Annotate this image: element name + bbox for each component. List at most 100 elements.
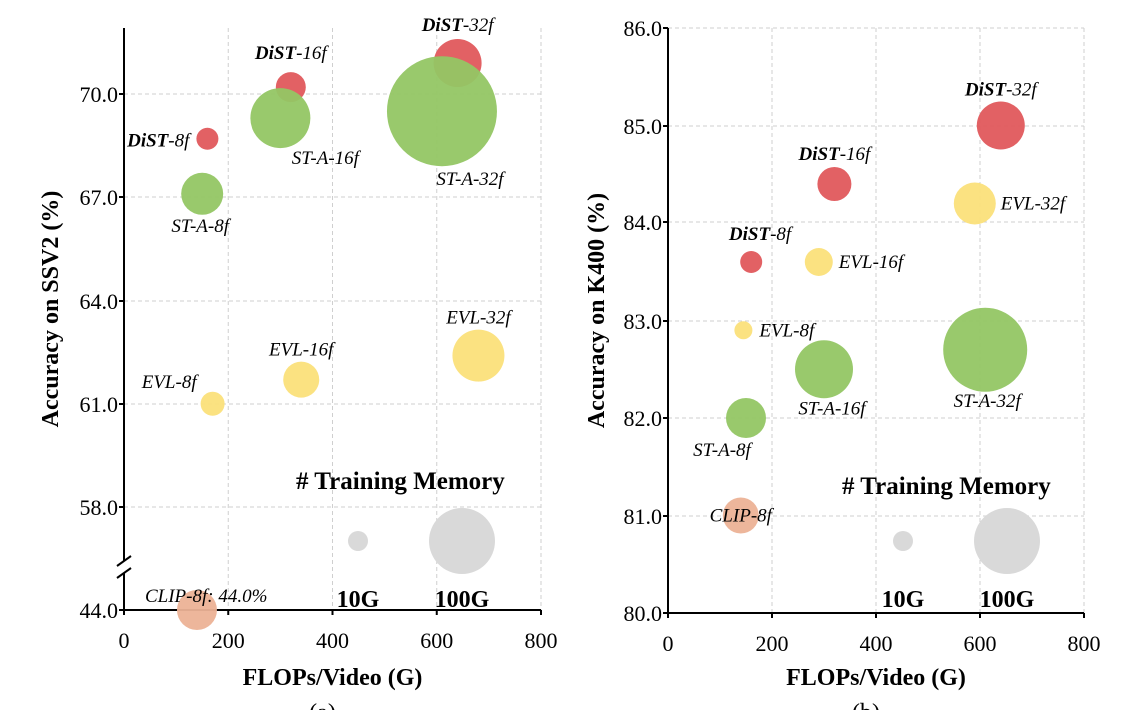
point-label: DiST-32f: [964, 80, 1040, 101]
legend-title: # Training Memory: [842, 473, 1051, 500]
point-label: EVL-16f: [838, 252, 906, 273]
point-label-variant: ST-A-8f: [171, 216, 231, 237]
bubble-evl: [452, 329, 505, 382]
bubble-evl: [953, 182, 996, 225]
chart-caption: (b): [852, 700, 880, 710]
y-tick-label: 86.0: [624, 16, 663, 41]
point-label-variant: -32f: [463, 15, 496, 36]
legend-bubble-large: [974, 508, 1040, 574]
legend-title: # Training Memory: [296, 468, 505, 495]
point-label: EVL-32f: [1000, 194, 1068, 215]
bubble-dist: [817, 167, 852, 201]
point-label: ST-A-32f: [954, 391, 1024, 412]
point-label-variant: EVL-16f: [838, 252, 906, 273]
x-tick-label: 600: [964, 631, 997, 656]
point-label: DiST-16f: [254, 43, 330, 64]
point-label-variant: EVL-8f: [758, 320, 817, 341]
point-label-variant: ST-A-8f: [693, 440, 753, 461]
bubble-evl: [734, 321, 753, 340]
y-tick-label: 58.0: [80, 495, 119, 520]
legend-label-large: 100G: [980, 587, 1035, 613]
y-tick-label: 61.0: [80, 392, 119, 417]
point-label-variant: ST-A-32f: [954, 391, 1024, 412]
bubble-evl: [804, 248, 833, 276]
point-label-variant: CLIP-8f: 44.0%: [145, 586, 267, 607]
axis-break-mark: [116, 567, 132, 579]
legend-bubble-small: [348, 531, 368, 551]
y-axis-label: Accuracy on SSV2 (%): [38, 191, 64, 428]
point-label-method: DiST: [798, 144, 842, 165]
y-tick-label: 81.0: [624, 504, 663, 529]
point-label: ST-A-32f: [436, 169, 506, 190]
chart-panel-a: 70.0 67.0 64.0 61.0 58.0 44.00 200 400 600 800 FLO…: [38, 15, 558, 710]
point-label: CLIP-8f: [710, 506, 775, 527]
x-tick-label: 600: [420, 628, 453, 653]
bubble-evl: [200, 391, 225, 416]
chart-caption: (a): [309, 700, 336, 710]
y-tick-label: 70.0: [80, 82, 119, 107]
point-label: DiST-8f: [728, 224, 794, 245]
y-tick-label: 44.0: [80, 598, 119, 623]
y-tick-label: 84.0: [624, 210, 663, 235]
x-tick-label: 200: [756, 631, 789, 656]
point-label-variant: EVL-16f: [268, 340, 336, 361]
bubble-st_a: [943, 307, 1028, 392]
legend-label-small: 10G: [882, 587, 925, 613]
y-tick-label: 80.0: [624, 601, 663, 626]
point-label: DiST-16f: [798, 144, 874, 165]
point-label: EVL-32f: [445, 308, 513, 329]
point-label-variant: ST-A-16f: [798, 398, 868, 419]
x-tick-label: 0: [663, 631, 674, 656]
x-tick-label: 400: [860, 631, 893, 656]
legend: # Training Memory 10G 100G: [842, 473, 1051, 613]
y-tick-label: 64.0: [80, 289, 119, 314]
legend: # Training Memory 10G 100G: [296, 468, 505, 613]
x-tick-label: 200: [212, 628, 245, 653]
point-label-method: DiST: [728, 224, 772, 245]
legend-label-large: 100G: [435, 587, 490, 613]
point-label-variant: EVL-32f: [1000, 194, 1068, 215]
y-axis-label: Accuracy on K400 (%): [584, 193, 610, 428]
x-tick-label: 0: [119, 628, 130, 653]
point-label-method: DiST: [421, 15, 465, 36]
point-label: ST-A-8f: [171, 216, 231, 237]
legend-bubble-small: [893, 531, 913, 551]
chart-panel-b: 86.0 85.0 84.0 83.0 82.0 81.0 80.00 200 400 600 80…: [584, 16, 1101, 710]
point-label-variant: -8f: [770, 224, 794, 245]
bubble-dist: [740, 251, 763, 273]
x-tick-label: 400: [316, 628, 349, 653]
bubble-st_a: [250, 88, 311, 149]
point-label: EVL-16f: [268, 340, 336, 361]
point-label-method: DiST: [254, 43, 298, 64]
point-label-variant: ST-A-32f: [436, 169, 506, 190]
x-tick-label: 800: [525, 628, 558, 653]
point-label: ST-A-8f: [693, 440, 753, 461]
point-label: ST-A-16f: [798, 398, 868, 419]
point-label-method: DiST: [964, 80, 1008, 101]
point-label: EVL-8f: [141, 372, 200, 393]
point-label-variant: EVL-32f: [445, 308, 513, 329]
point-label-variant: -8f: [168, 131, 192, 152]
point-label-method: DiST: [126, 131, 170, 152]
legend-label-small: 10G: [337, 587, 380, 613]
x-axis-label: FLOPs/Video (G): [243, 665, 423, 691]
y-tick-label: 67.0: [80, 185, 119, 210]
point-label-variant: -16f: [296, 43, 329, 64]
x-tick-label: 800: [1068, 631, 1101, 656]
axis-break-mark: [116, 555, 132, 567]
bubble-evl: [283, 361, 320, 398]
y-tick-label: 82.0: [624, 406, 663, 431]
bubble-st_a: [795, 340, 853, 399]
point-label-variant: CLIP-8f: [710, 506, 775, 527]
bubble-st_a: [181, 172, 224, 215]
point-label: EVL-8f: [758, 320, 817, 341]
point-label: CLIP-8f: 44.0%: [145, 586, 267, 607]
point-label-variant: ST-A-16f: [292, 148, 362, 169]
point-label-variant: -32f: [1006, 80, 1039, 101]
bubble-clip: [176, 590, 217, 630]
point-label-variant: -16f: [840, 144, 873, 165]
point-label-variant: EVL-8f: [141, 372, 200, 393]
y-tick-label: 85.0: [624, 114, 663, 139]
bubble-st_a: [386, 56, 497, 167]
